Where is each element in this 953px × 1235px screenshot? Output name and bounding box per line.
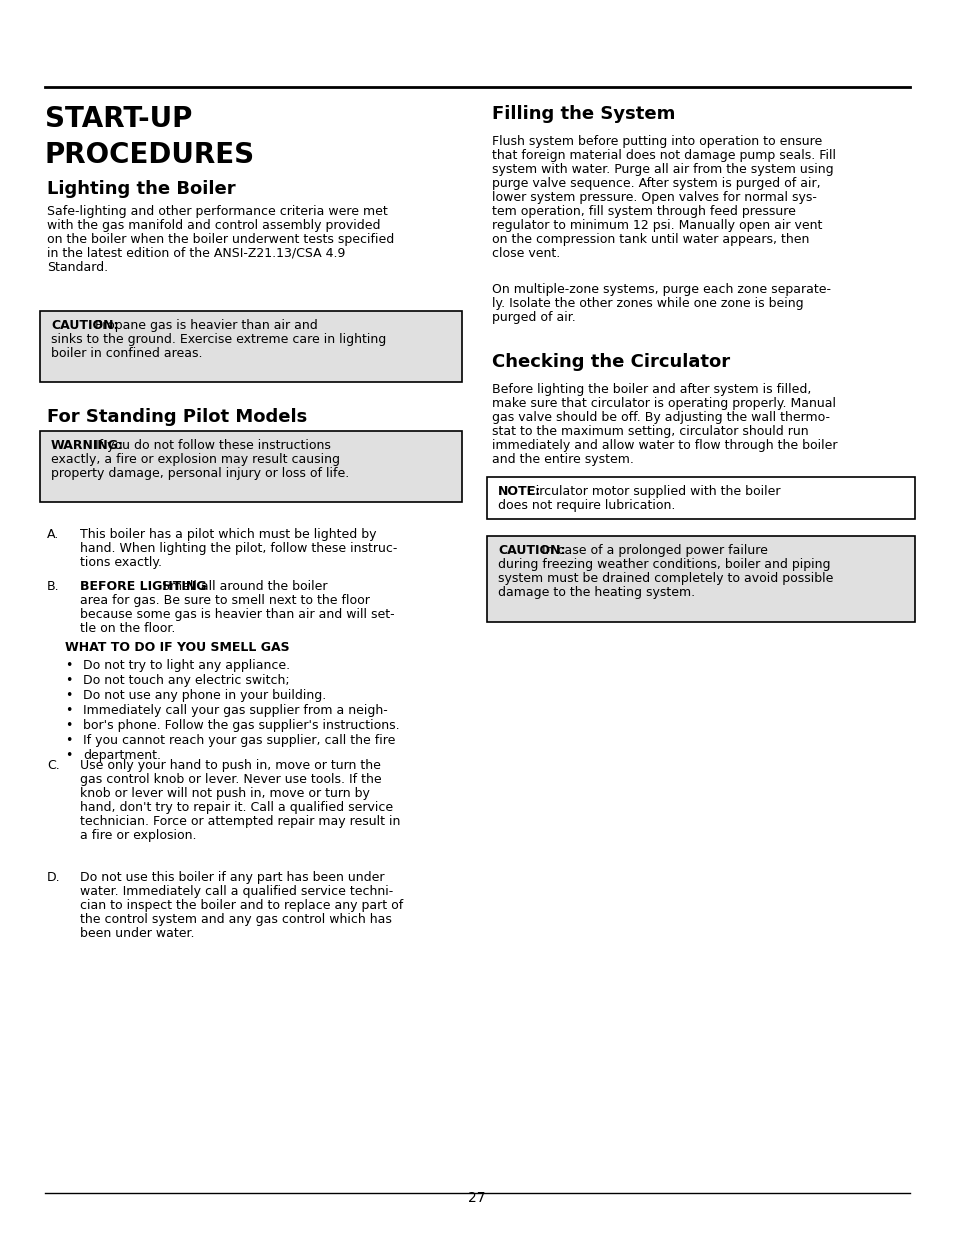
Text: the control system and any gas control which has: the control system and any gas control w… [80, 913, 392, 926]
Text: on the boiler when the boiler underwent tests specified: on the boiler when the boiler underwent … [47, 233, 394, 246]
Text: Do not use any phone in your building.: Do not use any phone in your building. [83, 689, 326, 701]
Text: START-UP: START-UP [45, 105, 193, 133]
FancyBboxPatch shape [486, 536, 914, 622]
Text: tle on the floor.: tle on the floor. [80, 622, 175, 635]
Text: ly. Isolate the other zones while one zone is being: ly. Isolate the other zones while one zo… [492, 296, 802, 310]
Text: 27: 27 [468, 1191, 485, 1205]
Text: a fire or explosion.: a fire or explosion. [80, 829, 196, 842]
Text: Checking the Circulator: Checking the Circulator [492, 353, 729, 370]
Text: on the compression tank until water appears, then: on the compression tank until water appe… [492, 233, 808, 246]
Text: A.: A. [47, 529, 59, 541]
Text: In case of a prolonged power failure: In case of a prolonged power failure [537, 543, 766, 557]
Text: cian to inspect the boiler and to replace any part of: cian to inspect the boiler and to replac… [80, 899, 403, 911]
Text: been under water.: been under water. [80, 927, 194, 940]
Text: WHAT TO DO IF YOU SMELL GAS: WHAT TO DO IF YOU SMELL GAS [65, 641, 290, 655]
Text: and the entire system.: and the entire system. [492, 453, 633, 466]
Text: lower system pressure. Open valves for normal sys-: lower system pressure. Open valves for n… [492, 191, 816, 204]
Text: exactly, a fire or explosion may result causing: exactly, a fire or explosion may result … [51, 453, 339, 466]
Text: Safe-lighting and other performance criteria were met: Safe-lighting and other performance crit… [47, 205, 387, 219]
Text: Filling the System: Filling the System [492, 105, 675, 124]
FancyBboxPatch shape [40, 431, 461, 501]
Text: •: • [65, 659, 72, 672]
Text: Propane gas is heavier than air and: Propane gas is heavier than air and [91, 319, 317, 332]
Text: damage to the heating system.: damage to the heating system. [497, 585, 695, 599]
Text: If you cannot reach your gas supplier, call the fire: If you cannot reach your gas supplier, c… [83, 734, 395, 747]
Text: B.: B. [47, 580, 59, 593]
Text: hand. When lighting the pilot, follow these instruc-: hand. When lighting the pilot, follow th… [80, 542, 397, 555]
Text: •: • [65, 689, 72, 701]
Text: during freezing weather conditions, boiler and piping: during freezing weather conditions, boil… [497, 558, 830, 571]
Text: Do not try to light any appliance.: Do not try to light any appliance. [83, 659, 290, 672]
Text: purge valve sequence. After system is purged of air,: purge valve sequence. After system is pu… [492, 177, 820, 190]
Text: •: • [65, 674, 72, 687]
Text: C.: C. [47, 760, 60, 772]
Text: PROCEDURES: PROCEDURES [45, 141, 254, 169]
Text: D.: D. [47, 871, 61, 884]
Text: regulator to minimum 12 psi. Manually open air vent: regulator to minimum 12 psi. Manually op… [492, 219, 821, 232]
Text: •: • [65, 719, 72, 732]
Text: system must be drained completely to avoid possible: system must be drained completely to avo… [497, 572, 833, 585]
Text: CAUTION:: CAUTION: [497, 543, 565, 557]
Text: hand, don't try to repair it. Call a qualified service: hand, don't try to repair it. Call a qua… [80, 802, 393, 814]
Text: This boiler has a pilot which must be lighted by: This boiler has a pilot which must be li… [80, 529, 376, 541]
Text: •: • [65, 734, 72, 747]
Text: water. Immediately call a qualified service techni-: water. Immediately call a qualified serv… [80, 885, 393, 898]
Text: Before lighting the boiler and after system is filled,: Before lighting the boiler and after sys… [492, 383, 810, 396]
Text: bor's phone. Follow the gas supplier's instructions.: bor's phone. Follow the gas supplier's i… [83, 719, 399, 732]
Text: purged of air.: purged of air. [492, 311, 576, 324]
Text: stat to the maximum setting, circulator should run: stat to the maximum setting, circulator … [492, 425, 808, 438]
Text: BEFORE LIGHTING: BEFORE LIGHTING [80, 580, 206, 593]
Text: For Standing Pilot Models: For Standing Pilot Models [47, 408, 307, 426]
Text: sinks to the ground. Exercise extreme care in lighting: sinks to the ground. Exercise extreme ca… [51, 333, 386, 346]
Text: Smell all around the boiler: Smell all around the boiler [158, 580, 328, 593]
Text: NOTE:: NOTE: [497, 485, 540, 498]
Text: Do not touch any electric switch;: Do not touch any electric switch; [83, 674, 290, 687]
Text: Circulator motor supplied with the boiler: Circulator motor supplied with the boile… [522, 485, 780, 498]
Text: technician. Force or attempted repair may result in: technician. Force or attempted repair ma… [80, 815, 400, 827]
Text: in the latest edition of the ANSI-Z21.13/CSA 4.9: in the latest edition of the ANSI-Z21.13… [47, 247, 345, 261]
Text: Standard.: Standard. [47, 261, 108, 274]
FancyBboxPatch shape [40, 311, 461, 382]
Text: Do not use this boiler if any part has been under: Do not use this boiler if any part has b… [80, 871, 384, 884]
Text: Flush system before putting into operation to ensure: Flush system before putting into operati… [492, 135, 821, 148]
Text: CAUTION:: CAUTION: [51, 319, 118, 332]
Text: boiler in confined areas.: boiler in confined areas. [51, 347, 202, 359]
FancyBboxPatch shape [486, 477, 914, 519]
Text: knob or lever will not push in, move or turn by: knob or lever will not push in, move or … [80, 787, 370, 800]
Text: that foreign material does not damage pump seals. Fill: that foreign material does not damage pu… [492, 149, 835, 162]
Text: On multiple-zone systems, purge each zone separate-: On multiple-zone systems, purge each zon… [492, 283, 830, 296]
Text: Use only your hand to push in, move or turn the: Use only your hand to push in, move or t… [80, 760, 380, 772]
Text: immediately and allow water to flow through the boiler: immediately and allow water to flow thro… [492, 438, 837, 452]
Text: gas valve should be off. By adjusting the wall thermo-: gas valve should be off. By adjusting th… [492, 411, 829, 424]
Text: Immediately call your gas supplier from a neigh-: Immediately call your gas supplier from … [83, 704, 387, 718]
Text: tem operation, fill system through feed pressure: tem operation, fill system through feed … [492, 205, 795, 219]
Text: If you do not follow these instructions: If you do not follow these instructions [91, 438, 330, 452]
Text: •: • [65, 704, 72, 718]
Text: WARNING:: WARNING: [51, 438, 124, 452]
Text: area for gas. Be sure to smell next to the floor: area for gas. Be sure to smell next to t… [80, 594, 370, 606]
Text: system with water. Purge all air from the system using: system with water. Purge all air from th… [492, 163, 833, 177]
Text: with the gas manifold and control assembly provided: with the gas manifold and control assemb… [47, 219, 380, 232]
Text: •: • [65, 748, 72, 762]
Text: department.: department. [83, 748, 161, 762]
Text: gas control knob or lever. Never use tools. If the: gas control knob or lever. Never use too… [80, 773, 381, 785]
Text: make sure that circulator is operating properly. Manual: make sure that circulator is operating p… [492, 396, 835, 410]
Text: does not require lubrication.: does not require lubrication. [497, 499, 675, 513]
Text: close vent.: close vent. [492, 247, 559, 261]
Text: Lighting the Boiler: Lighting the Boiler [47, 180, 235, 198]
Text: property damage, personal injury or loss of life.: property damage, personal injury or loss… [51, 467, 349, 480]
Text: tions exactly.: tions exactly. [80, 556, 162, 569]
Text: because some gas is heavier than air and will set-: because some gas is heavier than air and… [80, 608, 395, 621]
